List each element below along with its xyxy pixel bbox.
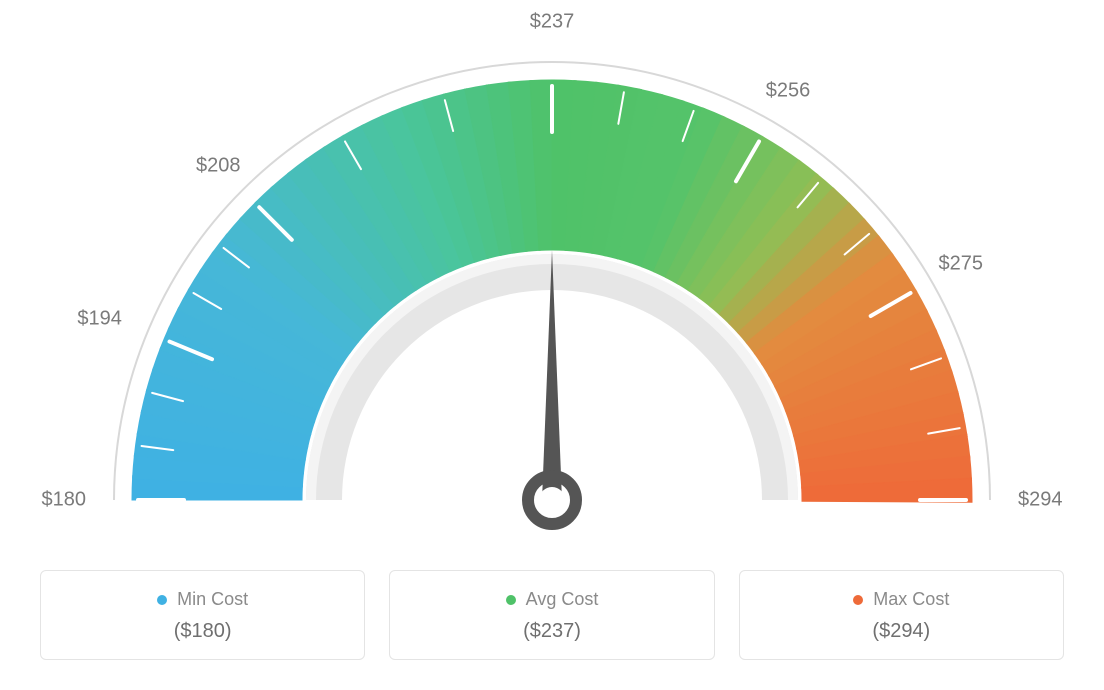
legend-value-avg: ($237)	[400, 620, 703, 643]
svg-text:$275: $275	[939, 252, 984, 274]
svg-text:$208: $208	[196, 155, 241, 177]
legend-dot-avg	[506, 595, 516, 605]
legend-label-min: Min Cost	[177, 589, 248, 610]
legend-card-min: Min Cost ($180)	[40, 570, 365, 660]
svg-text:$194: $194	[77, 308, 122, 330]
gauge-svg: $180 $194 $208 $237 $256 $275 $294	[0, 0, 1104, 560]
svg-text:$256: $256	[766, 80, 811, 102]
svg-text:$180: $180	[42, 488, 87, 510]
legend-value-min: ($180)	[51, 620, 354, 643]
legend-row: Min Cost ($180) Avg Cost ($237) Max Cost…	[0, 570, 1104, 660]
legend-card-avg: Avg Cost ($237)	[389, 570, 714, 660]
legend-dot-max	[853, 595, 863, 605]
svg-text:$237: $237	[530, 10, 575, 32]
legend-label-max: Max Cost	[873, 589, 949, 610]
svg-text:$294: $294	[1018, 488, 1063, 510]
cost-gauge: $180 $194 $208 $237 $256 $275 $294	[0, 0, 1104, 560]
legend-title-max: Max Cost	[853, 589, 949, 610]
legend-card-max: Max Cost ($294)	[739, 570, 1064, 660]
legend-dot-min	[157, 595, 167, 605]
legend-value-max: ($294)	[750, 620, 1053, 643]
legend-title-min: Min Cost	[157, 589, 248, 610]
legend-title-avg: Avg Cost	[506, 589, 599, 610]
legend-label-avg: Avg Cost	[526, 589, 599, 610]
